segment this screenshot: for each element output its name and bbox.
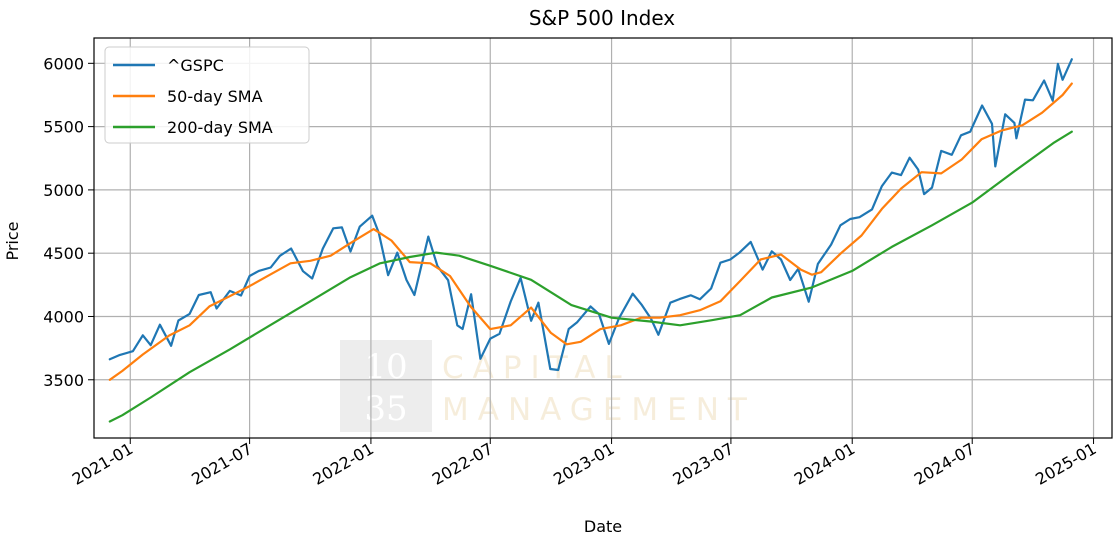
legend-box: [104, 46, 310, 144]
y-tick-label: 5000: [43, 181, 84, 200]
x-tick-label: 2022-01: [310, 439, 377, 489]
y-tick-label: 6000: [43, 54, 84, 73]
plot-frame: [93, 37, 1113, 439]
watermark: 10 35 CAPITAL MANAGEMENT: [340, 340, 756, 432]
x-axis-label: Date: [584, 517, 622, 536]
legend-label: ^GSPC: [167, 56, 224, 75]
watermark-logo-block: [340, 340, 432, 432]
x-tick-label: 2022-07: [429, 439, 496, 489]
y-tick-label: 4500: [43, 244, 84, 263]
y-axis-label: Price: [3, 221, 22, 260]
watermark-word2: MANAGEMENT: [442, 392, 756, 428]
series-line-1: [108, 82, 1073, 381]
chart-title: S&P 500 Index: [529, 6, 675, 30]
x-tick-label: 2021-01: [69, 439, 136, 489]
legend-label: 200-day SMA: [167, 118, 273, 137]
x-tick-label: 2024-01: [791, 439, 858, 489]
y-tick-label: 3500: [43, 371, 84, 390]
y-tick-label: 4000: [43, 307, 84, 326]
series-layer: [108, 58, 1073, 423]
legend: ^GSPC 50-day SMA 200-day SMA: [104, 46, 310, 144]
x-tick-label: 2024-07: [911, 439, 978, 489]
y-tick-label: 5500: [43, 118, 84, 137]
x-tick-label: 2025-01: [1032, 439, 1099, 489]
x-tick-label: 2021-07: [188, 439, 255, 489]
x-tick-label: 2023-07: [670, 439, 737, 489]
watermark-word1: CAPITAL: [442, 350, 631, 386]
legend-label: 50-day SMA: [167, 87, 263, 106]
series-line-2: [108, 130, 1073, 423]
watermark-number-line2: 35: [364, 389, 407, 429]
x-tick-label: 2023-01: [550, 439, 617, 489]
